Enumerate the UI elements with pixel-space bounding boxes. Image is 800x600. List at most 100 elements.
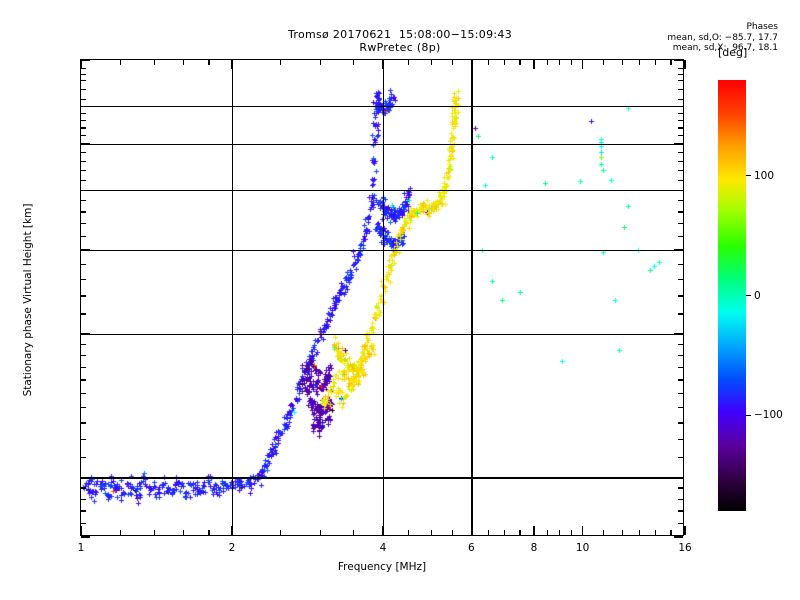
y-axis-tick-minor-right [678, 457, 683, 459]
x-axis-tick-minor-top [431, 60, 433, 65]
x-axis-tick-minor [120, 530, 122, 535]
x-axis-tick-major-top [684, 60, 686, 69]
x-axis-tick-minor [519, 530, 521, 535]
gridline-vertical [383, 60, 385, 535]
colorbar-tick [746, 294, 751, 297]
x-axis-tick-minor [670, 530, 672, 535]
x-axis-tick-major [684, 526, 686, 535]
x-axis-tick-minor [602, 530, 604, 535]
x-axis-tick-major-top [382, 60, 384, 69]
y-axis-tick-minor [81, 73, 86, 75]
y-axis-tick-minor-right [678, 223, 683, 225]
gridline-horizontal [81, 143, 683, 146]
x-axis-tick-minor-top [559, 60, 561, 65]
phase-stats-o-mode: mean, sd,O: −85.7, 17.7 [667, 32, 778, 43]
x-axis-tick-major-top [231, 60, 233, 69]
x-axis-tick-minor [655, 530, 657, 535]
y-axis-tick-minor [81, 422, 86, 424]
y-axis-tick-minor [81, 151, 86, 154]
y-axis-tick-minor [81, 457, 86, 459]
gridline-horizontal [81, 477, 683, 479]
x-axis-tick-major-top [533, 60, 535, 69]
x-axis-tick-minor-top [519, 60, 521, 65]
y-axis-tick-minor-right [678, 200, 683, 202]
y-axis-tick-minor-right [678, 79, 683, 81]
y-axis-tick-major-right [674, 333, 683, 335]
x-axis-tick-minor [488, 530, 490, 535]
y-axis-tick-minor [81, 366, 86, 369]
gridline-horizontal [81, 249, 683, 251]
x-axis-tick-minor [208, 530, 210, 535]
x-axis-tick-major [533, 526, 535, 535]
y-axis-tick-minor [81, 235, 86, 238]
phase-stats-block: Phases mean, sd,O: −85.7, 17.7 mean, sd,… [667, 22, 778, 54]
colorbar-tick-label: −100 [754, 409, 783, 422]
y-axis-tick-minor [81, 169, 86, 172]
y-axis-tick-minor [81, 523, 86, 525]
x-axis-tick-major [231, 526, 233, 535]
y-axis-tick-minor [81, 112, 86, 114]
y-axis-tick-minor [81, 200, 86, 202]
y-axis-tick-minor [81, 355, 86, 357]
x-axis-tick-label: 10 [575, 542, 590, 554]
y-axis-tick-minor [81, 278, 86, 281]
y-axis-tick-minor-right [678, 179, 683, 181]
x-axis-tick-minor-top [408, 60, 410, 65]
x-axis-tick-major-top [581, 60, 584, 69]
y-axis-tick-minor-right [678, 67, 683, 70]
y-axis-tick-minor [81, 379, 86, 381]
x-axis-tick-minor-top [655, 60, 657, 65]
x-axis-tick-minor [353, 530, 355, 535]
x-axis-tick-minor-top [451, 60, 453, 65]
x-axis-tick-minor-top [602, 60, 604, 65]
y-axis-tick-minor [81, 510, 86, 512]
y-axis-tick-major [81, 476, 90, 479]
y-axis-tick-minor [81, 295, 86, 297]
x-axis-tick-minor [621, 530, 623, 535]
y-axis-tick-minor-right [678, 263, 683, 265]
x-axis-title: Frequency [MHz] [337, 561, 427, 573]
y-axis-tick-minor [81, 135, 86, 137]
x-axis-tick-minor-top [488, 60, 490, 65]
y-axis-tick-minor-right [678, 487, 683, 489]
colorbar-gradient [718, 80, 746, 511]
x-axis-tick-minor-top [120, 60, 122, 65]
gridline-horizontal [81, 190, 683, 192]
x-axis-tick-major [80, 526, 82, 535]
x-axis-tick-minor [431, 530, 433, 535]
colorbar-tick [746, 175, 751, 177]
y-axis-tick-major [81, 333, 90, 335]
y-axis-tick-minor [81, 79, 86, 81]
y-axis-tick-minor [81, 211, 86, 213]
y-axis-tick-major [81, 143, 90, 145]
x-axis-tick-minor [451, 530, 453, 535]
y-axis-tick-minor [81, 89, 86, 91]
y-axis-tick-minor [81, 160, 86, 162]
x-axis-tick-label: 6 [467, 542, 475, 554]
colorbar-tick-label: 0 [754, 289, 761, 302]
y-axis-tick-minor-right [678, 160, 683, 162]
y-axis-tick-minor-right [678, 439, 683, 441]
x-axis-tick-minor-top [621, 60, 623, 65]
y-axis-tick-minor-right [678, 295, 683, 297]
y-axis-tick-major-right [674, 105, 683, 107]
x-axis-tick-label: 1 [77, 542, 85, 554]
y-axis-tick-minor-right [678, 235, 683, 238]
y-axis-tick-minor [81, 392, 86, 394]
y-axis-tick-major-right [674, 476, 683, 479]
x-axis-tick-major-top [80, 60, 82, 69]
x-axis-tick-major [581, 526, 584, 535]
y-axis-tick-minor [81, 223, 86, 225]
y-axis-tick-minor-right [678, 98, 683, 101]
x-axis-tick-minor-top [280, 60, 282, 65]
x-axis-tick-minor-top [353, 60, 355, 65]
y-axis-tick-minor-right [678, 422, 683, 424]
y-axis-tick-minor-right [678, 135, 683, 137]
x-axis-tick-major-top [470, 60, 473, 69]
y-axis-tick-minor-right [678, 407, 683, 409]
x-axis-tick-minor [280, 530, 282, 535]
y-axis-tick-major [81, 59, 90, 61]
y-axis-tick-major-right [674, 536, 683, 538]
colorbar-tick [746, 414, 751, 416]
